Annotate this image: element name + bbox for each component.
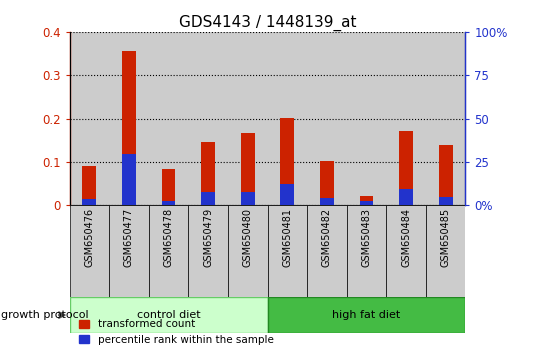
Bar bbox=[228, 32, 268, 205]
Bar bbox=[188, 32, 228, 205]
Bar bbox=[439, 197, 453, 205]
Bar bbox=[70, 205, 109, 297]
Bar bbox=[426, 32, 465, 205]
Bar bbox=[241, 192, 255, 205]
Text: control diet: control diet bbox=[137, 310, 200, 320]
Bar bbox=[162, 169, 175, 205]
Bar bbox=[228, 205, 268, 297]
Bar bbox=[268, 297, 465, 333]
Bar bbox=[347, 205, 386, 297]
Bar bbox=[399, 131, 413, 205]
Text: GSM650485: GSM650485 bbox=[441, 208, 450, 267]
Bar bbox=[109, 32, 149, 205]
Bar bbox=[70, 297, 268, 333]
Bar bbox=[82, 199, 96, 205]
Bar bbox=[320, 161, 334, 205]
Bar bbox=[82, 166, 96, 205]
Bar bbox=[188, 205, 228, 297]
Bar bbox=[268, 205, 307, 297]
Text: GSM650484: GSM650484 bbox=[401, 208, 411, 267]
Bar bbox=[149, 32, 188, 205]
Text: GSM650479: GSM650479 bbox=[203, 208, 213, 267]
Bar bbox=[307, 205, 347, 297]
Bar bbox=[426, 205, 465, 297]
Text: high fat diet: high fat diet bbox=[332, 310, 401, 320]
Bar bbox=[122, 51, 136, 205]
Legend: transformed count, percentile rank within the sample: transformed count, percentile rank withi… bbox=[75, 315, 278, 349]
Bar bbox=[280, 184, 294, 205]
Bar bbox=[439, 144, 453, 205]
Bar bbox=[162, 201, 175, 205]
Bar bbox=[386, 205, 426, 297]
Bar bbox=[280, 118, 294, 205]
Bar bbox=[201, 192, 215, 205]
Bar bbox=[70, 32, 109, 205]
Bar bbox=[360, 201, 373, 205]
Bar bbox=[109, 205, 149, 297]
Bar bbox=[347, 32, 386, 205]
Text: growth protocol: growth protocol bbox=[1, 310, 89, 320]
Text: GSM650483: GSM650483 bbox=[362, 208, 371, 267]
Bar bbox=[320, 198, 334, 205]
Text: GSM650476: GSM650476 bbox=[85, 208, 94, 267]
Text: GSM650480: GSM650480 bbox=[243, 208, 253, 267]
Bar bbox=[241, 133, 255, 205]
Bar bbox=[399, 189, 413, 205]
Bar bbox=[149, 205, 188, 297]
Text: GSM650482: GSM650482 bbox=[322, 208, 332, 267]
Bar bbox=[307, 32, 347, 205]
Bar bbox=[268, 32, 307, 205]
Bar bbox=[360, 196, 373, 205]
Text: GSM650477: GSM650477 bbox=[124, 208, 134, 267]
Text: GSM650481: GSM650481 bbox=[282, 208, 292, 267]
Bar bbox=[386, 32, 426, 205]
Text: GSM650478: GSM650478 bbox=[164, 208, 173, 267]
Title: GDS4143 / 1448139_at: GDS4143 / 1448139_at bbox=[179, 14, 356, 30]
Bar bbox=[201, 142, 215, 205]
Bar bbox=[122, 154, 136, 205]
